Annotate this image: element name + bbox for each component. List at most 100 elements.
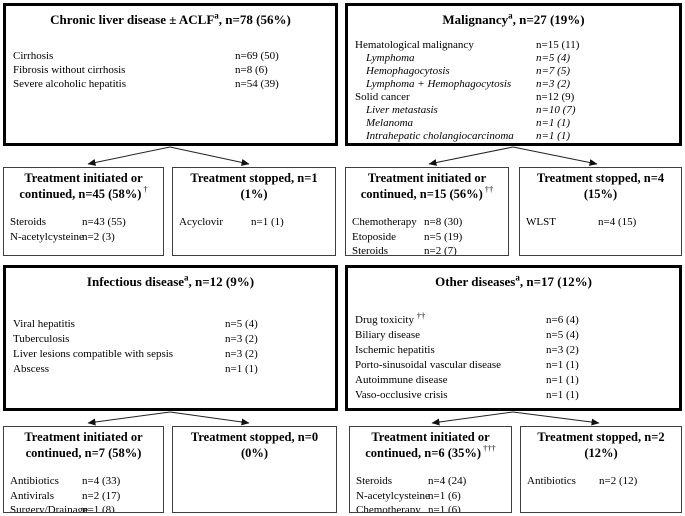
row-label-text: Drug toxicity [355, 314, 414, 326]
treatment-title: Treatment initiated or continued, n=15 (… [346, 171, 508, 202]
row-label: Chemotherapy [356, 504, 421, 513]
group-title-count: , n=27 (19%) [512, 12, 585, 27]
row-label: Chemotherapy [352, 216, 417, 228]
treatment-title-line2: (1%) [240, 186, 268, 201]
treatment-stopped-box-infectious: Treatment stopped, n=0 (0%) [172, 426, 337, 513]
treatment-row: N-acetylcysteine n=2 (3) [10, 230, 157, 245]
diagnosis-row: Vaso-occlusive crisis n=1 (1) [355, 388, 672, 403]
row-label: Acyclovir [179, 216, 223, 228]
treatment-title: Treatment stopped, n=1 (1%) [173, 171, 335, 202]
row-label: Cirrhosis [13, 50, 54, 62]
row-label: Lymphoma [366, 52, 415, 64]
row-value: n=1 (1) [225, 363, 258, 375]
diagnosis-subrow: Liver metastasis n=10 (7) [355, 104, 672, 117]
arrow-other-continued [431, 411, 514, 426]
diagnosis-row: Drug toxicity †† n=6 (4) [355, 311, 672, 328]
row-value: n=1 (1) [546, 374, 579, 386]
row-value: n=5 (4) [546, 329, 579, 341]
dagger-superscript: ††† [483, 443, 496, 454]
group-box-other-diseases: Other diseasesa, n=17 (12%) Drug toxicit… [345, 265, 682, 411]
treatment-rows: Antibiotics n=4 (33) Antivirals n=2 (17) S… [4, 474, 163, 512]
diagnosis-row: Porto-sinusoidal vascular disease n=1 (1) [355, 358, 672, 373]
diagnosis-row: Hematological malignancy n=15 (11) [355, 39, 672, 52]
row-label: Liver metastasis [366, 104, 438, 116]
row-label: Porto-sinusoidal vascular disease [355, 359, 502, 371]
row-label: Liver lesions compatible with sepsis [13, 348, 174, 360]
row-label: Steroids [352, 245, 389, 256]
arrow-malignancy-stopped [512, 146, 598, 166]
treatment-row: Steroids n=4 (24) [356, 474, 505, 489]
treatment-stopped-box-malignancy: Treatment stopped, n=4 (15%) WLST n=4 (15… [519, 167, 682, 256]
row-label: Autoimmune disease [355, 374, 448, 386]
row-label: Biliary disease [355, 329, 421, 341]
treatment-title-line1: Treatment initiated or [367, 171, 487, 185]
row-label: N-acetylcysteine [10, 230, 84, 243]
arrow-infectious-stopped [169, 411, 250, 426]
group-title-superscript: a [515, 272, 520, 283]
row-label: Vaso-occlusive crisis [355, 389, 448, 401]
row-label: Solid cancer [355, 91, 410, 103]
treatment-title-line2-text: continued, n=6 (35%) [365, 445, 482, 460]
arrow-malignancy-continued [428, 146, 514, 166]
row-label: Antivirals [10, 489, 54, 502]
group-title-text: Other diseases [435, 274, 516, 289]
treatment-continued-box-infectious: Treatment initiated or continued, n=7 (5… [3, 426, 164, 513]
row-label: Antibiotics [527, 475, 576, 487]
treatment-row: Steroids n=43 (55) [10, 215, 157, 230]
diagnosis-row: Biliary disease n=5 (4) [355, 328, 672, 343]
row-value: n=1 (1) [536, 130, 570, 142]
diagnosis-subrow: Melanoma n=1 (1) [355, 117, 672, 130]
treatment-stopped-box-cld: Treatment stopped, n=1 (1%) Acyclovir n=1… [172, 167, 336, 256]
treatment-row: N-acetylcysteine n=1 (6) [356, 489, 505, 504]
diagnosis-subrow: Hemophagocytosis n=7 (5) [355, 65, 672, 78]
row-value: n=12 (9) [536, 91, 575, 103]
row-label: Antibiotics [10, 475, 59, 487]
row-value: n=2 (12) [599, 475, 638, 487]
diagnosis-subrow: Lymphoma + Hemophagocytosis n=3 (2) [355, 78, 672, 91]
arrow-cld-continued [87, 146, 171, 166]
group-rows: Viral hepatitis n=5 (4) Tuberculosis n=3 (… [6, 317, 335, 377]
group-title-text: Malignancy [442, 12, 509, 27]
diagnosis-subrow: Intrahepatic cholangiocarcinoma n=1 (1) [355, 130, 672, 143]
treatment-stopped-box-other: Treatment stopped, n=2 (12%) Antibiotics… [520, 426, 682, 513]
arrow-cld-stopped [169, 146, 250, 166]
row-value: n=54 (39) [235, 78, 279, 90]
treatment-title: Treatment stopped, n=2 (12%) [521, 430, 681, 461]
row-label: Ischemic hepatitis [355, 344, 435, 356]
row-label: Hemophagocytosis [366, 65, 450, 77]
row-label: Hematological malignancy [355, 39, 474, 51]
treatment-row: Antibiotics n=2 (12) [527, 474, 675, 489]
treatment-title: Treatment initiated or continued, n=45 (… [4, 171, 163, 202]
group-box-malignancy: Malignancya, n=27 (19%) Hematological ma… [345, 3, 682, 146]
diagnosis-row: Liver lesions compatible with sepsis n=3 … [13, 347, 328, 362]
diagnosis-row: Autoimmune disease n=1 (1) [355, 373, 672, 388]
row-value: n=7 (5) [536, 65, 570, 77]
diagnosis-row: Solid cancer n=12 (9) [355, 91, 672, 104]
treatment-title: Treatment initiated or continued, n=6 (3… [350, 430, 511, 461]
row-value: n=2 (7) [424, 245, 457, 256]
group-box-chronic-liver-disease: Chronic liver disease ± ACLFa, n=78 (56%… [3, 3, 338, 146]
row-label: Steroids [356, 475, 393, 487]
row-value: n=3 (2) [536, 78, 570, 90]
treatment-title-line2: (15%) [583, 186, 618, 201]
treatment-row: WLST n=4 (15) [526, 215, 675, 230]
treatment-row: Steroids n=2 (7) [352, 244, 502, 256]
group-title-count: , n=17 (12%) [519, 274, 592, 289]
row-value: n=8 (6) [235, 64, 268, 76]
dagger-superscript: †† [484, 184, 494, 195]
group-title: Chronic liver disease ± ACLFa, n=78 (56%… [6, 11, 335, 29]
treatment-row: Acyclovir n=1 (1) [179, 215, 329, 230]
group-title: Infectious diseasea, n=12 (9%) [6, 273, 335, 291]
row-value: n=2 (3) [82, 230, 115, 243]
treatment-title-line1: Treatment stopped, n=0 [190, 430, 319, 444]
diagnosis-row: Severe alcoholic hepatitis n=54 (39) [13, 77, 328, 91]
treatment-row: Surgery/Drainage n=1 (8) [10, 503, 157, 512]
treatment-title-line2-text: continued, n=45 (58%) [19, 186, 142, 201]
row-value: n=8 (30) [424, 216, 463, 228]
row-label: Intrahepatic cholangiocarcinoma [366, 130, 514, 142]
diagnosis-row: Fibrosis without cirrhosis n=8 (6) [13, 63, 328, 77]
row-value: n=1 (1) [546, 359, 579, 371]
row-label: N-acetylcysteine [356, 489, 430, 502]
group-title-count: , n=12 (9%) [188, 274, 255, 289]
row-value: n=69 (50) [235, 50, 279, 62]
